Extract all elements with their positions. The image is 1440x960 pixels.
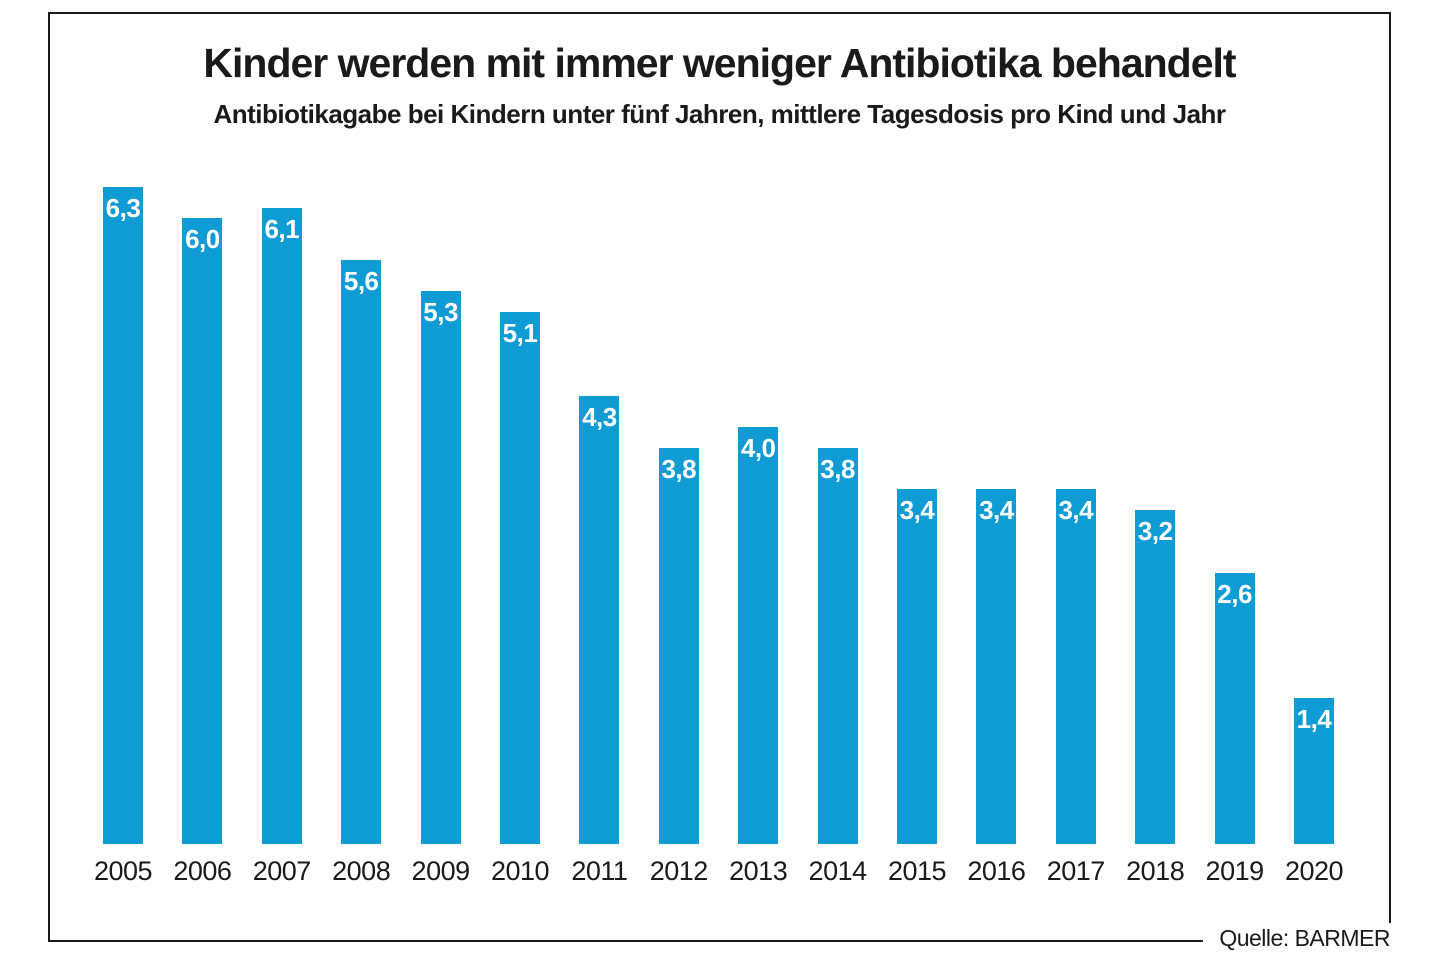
bar-2015: 3,4 [897, 489, 937, 844]
bar-2010: 5,1 [500, 312, 540, 844]
bar-value-label: 3,2 [1137, 516, 1173, 546]
bar-2008: 5,6 [341, 260, 382, 844]
chart-title: Kinder werden mit immer weniger Antibiot… [203, 40, 1236, 86]
bar-value-label: 4,3 [582, 402, 617, 432]
bar-chart: 6,3 2005 6,0 2006 6,1 2007 5,6 2008 5,3 2009 5,1 20… [50, 14, 1389, 940]
bar-value-label: 3,8 [820, 454, 855, 484]
x-axis-label-2006: 2006 [173, 856, 232, 886]
x-axis-label-2010: 2010 [490, 856, 550, 886]
bar-2005: 6,3 [103, 187, 143, 844]
bar-2009: 5,3 [420, 291, 461, 844]
x-axis-label-2011: 2011 [571, 856, 628, 886]
x-axis-label-2013: 2013 [729, 856, 788, 886]
bar-value-label: 3,8 [661, 454, 697, 484]
x-axis-label-2012: 2012 [649, 856, 709, 886]
source-credit: Quelle: BARMER [1203, 923, 1392, 953]
x-axis-label-2008: 2008 [332, 856, 391, 886]
x-axis-label-2016: 2016 [967, 856, 1026, 886]
bar-2007: 6,1 [261, 208, 302, 844]
bar-2006: 6,0 [182, 218, 223, 844]
chart-subtitle: Antibiotikagabe bei Kindern unter fünf J… [213, 99, 1226, 129]
bar-2017: 3,4 [1055, 489, 1096, 844]
x-axis-label-2007: 2007 [252, 856, 312, 886]
bar-2020: 1,4 [1294, 698, 1334, 844]
x-axis-label-2019: 2019 [1205, 856, 1265, 886]
x-axis-label-2009: 2009 [411, 856, 471, 886]
bar-value-label: 5,1 [502, 318, 538, 348]
bar-value-label: 3,4 [979, 495, 1014, 525]
bar-value-label: 6,3 [105, 193, 141, 223]
x-axis-label-2014: 2014 [808, 856, 868, 886]
bar-value-label: 3,4 [1058, 495, 1094, 525]
bar-value-label: 4,0 [740, 433, 776, 463]
bar-value-label: 6,0 [185, 224, 220, 254]
x-axis-label-2017: 2017 [1046, 856, 1106, 886]
x-axis-label-2005: 2005 [93, 856, 153, 886]
bar-2018: 3,2 [1135, 510, 1176, 844]
bar-value-label: 3,4 [899, 495, 935, 525]
x-axis-label-2015: 2015 [887, 856, 947, 886]
bar-value-label: 5,3 [423, 297, 458, 327]
bar-2016: 3,4 [976, 489, 1017, 844]
bar-2019: 2,6 [1214, 573, 1255, 844]
x-axis-label-2018: 2018 [1126, 856, 1185, 886]
bar-2012: 3,8 [658, 448, 699, 844]
bar-value-label: 2,6 [1217, 579, 1252, 609]
bar-value-label: 5,6 [343, 266, 379, 296]
chart-frame: Kinder werden mit immer weniger Antibiot… [48, 12, 1392, 953]
bar-2013: 4,0 [738, 427, 779, 844]
bar-value-label: 6,1 [264, 214, 300, 244]
x-axis-label-2020: 2020 [1284, 856, 1344, 886]
bar-2014: 3,8 [817, 448, 858, 844]
bar-value-label: 1,4 [1296, 704, 1332, 734]
bar-2011: 4,3 [579, 396, 620, 844]
